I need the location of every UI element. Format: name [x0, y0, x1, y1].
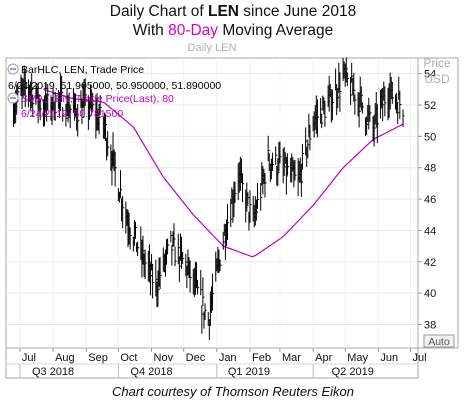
x-month-label: Aug [55, 352, 75, 364]
x-month-label: Oct [120, 352, 137, 364]
legend-sma-line1: SMA, LEN, Trade Price(Last), 80 [21, 93, 174, 105]
y-tick-label: 42 [424, 257, 436, 269]
x-axis-quarters: Q3 2018 Q4 2018 Q1 2019 Q2 2019 [6, 363, 418, 378]
chart-title: Daily Chart of LEN since June 2018 With … [0, 2, 466, 40]
y-tick-label: 54 [424, 69, 436, 81]
title-suffix: since June 2018 [239, 3, 357, 20]
x-month-label: Nov [154, 352, 174, 364]
x-axis-months: Jul Aug Sep Oct Nov Dec Jan Feb Mar Apr May Jun Jul [19, 348, 427, 364]
date-axis-panel [5, 347, 419, 379]
x-month-label: Mar [282, 352, 301, 364]
y-tick-label: 48 [424, 163, 436, 175]
y-tick-label: 52 [424, 100, 436, 112]
x-month-label: Jul [22, 352, 36, 364]
legend: BarHLC, LEN, Trade Price 6/24/2019, 51.9… [7, 63, 221, 120]
x-month-label: Sep [88, 352, 108, 364]
price-bars-layer [12, 57, 405, 340]
y-tick-label: 44 [424, 225, 436, 237]
legend-price-line2: 6/24/2019, 51.905000, 50.950000, 51.8900… [8, 80, 221, 92]
right-axis-panel [417, 57, 459, 349]
title-ticker: LEN [208, 3, 239, 20]
x-month-label: Dec [186, 352, 206, 364]
x-month-label: May [347, 352, 368, 364]
x-quarter-label: Q3 2018 [32, 366, 74, 378]
x-quarter-label: Q2 2019 [332, 366, 374, 378]
y-axis-ticks: 38 40 42 44 46 48 50 52 54 [418, 69, 436, 331]
y-tick-label: 38 [424, 319, 436, 331]
subtitle-prefix: With [132, 22, 169, 39]
title-line-2: With 80-Day Moving Average [0, 21, 466, 40]
subtitle-suffix: Moving Average [218, 22, 334, 39]
panel-title: Daily LEN [188, 42, 237, 54]
y-tick-label: 40 [424, 288, 436, 300]
chart-credit: Chart courtesy of Thomson Reuters Eikon [111, 384, 355, 399]
axis-label-usd: USD [424, 72, 450, 86]
title-prefix: Daily Chart of [109, 3, 208, 20]
auto-scale-button[interactable] [423, 334, 455, 348]
legend-price-line1: BarHLC, LEN, Trade Price [21, 64, 144, 76]
legend-sma-line2: 6/24/2019, 50.781500 [21, 108, 123, 120]
y-tick-label: 46 [424, 194, 436, 206]
x-quarter-label: Q4 2018 [130, 366, 172, 378]
x-month-label: Jan [219, 352, 237, 364]
axis-label-price: Price [423, 56, 451, 70]
x-quarter-label: Q1 2019 [228, 366, 270, 378]
y-tick-label: 50 [424, 131, 436, 143]
subtitle-ma-label: 80-Day [168, 22, 219, 39]
title-line-1: Daily Chart of LEN since June 2018 [0, 2, 466, 21]
x-month-label: Apr [315, 352, 332, 364]
x-month-label: Feb [252, 352, 271, 364]
x-month-label: Jul [413, 352, 427, 364]
x-month-label: Jun [380, 352, 398, 364]
auto-scale-label: Auto [428, 336, 450, 348]
